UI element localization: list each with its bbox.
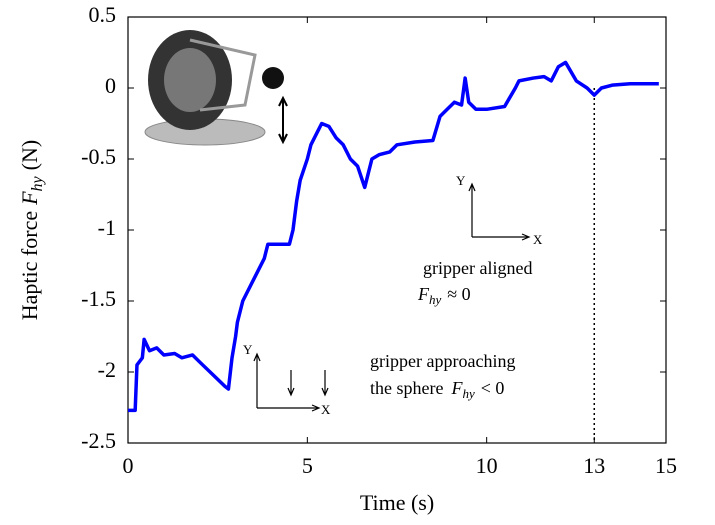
unit: (N): [17, 140, 42, 171]
x-tick-label: 5: [302, 453, 313, 478]
axis-glyph-label: Y: [243, 342, 253, 357]
y-label-text: Haptic force: [17, 211, 42, 320]
axis-glyph-label: X: [321, 402, 331, 417]
y-tick-label: -2: [98, 357, 116, 382]
y-axis-label: Haptic force Fhy (N): [17, 140, 46, 320]
subscript: hy: [462, 386, 475, 401]
data-line: [128, 60, 659, 413]
y-tick-label: -0.5: [81, 144, 116, 169]
x-tick-label: 10: [476, 453, 498, 478]
y-tick-label: -1.5: [81, 286, 116, 311]
y-tick-label: 0.5: [89, 2, 117, 27]
relation: ≈ 0: [447, 284, 470, 304]
relation: < 0: [481, 378, 505, 398]
x-tick-label: 13: [583, 453, 605, 478]
y-tick-label: 0: [105, 73, 116, 98]
symbol: F: [417, 284, 430, 304]
symbol: F: [450, 378, 463, 398]
annotation: gripper aligned: [423, 258, 532, 278]
y-tick-label: -1: [98, 215, 116, 240]
y-tick-label: -2.5: [81, 428, 116, 453]
axis-glyph-label: Y: [456, 173, 466, 188]
coord-glyphs: [253, 182, 531, 412]
device-image: [144, 30, 288, 146]
axis-glyph-label: X: [533, 232, 543, 247]
x-axis-label: Time (s): [360, 490, 434, 515]
subscript: hy: [429, 292, 442, 307]
subscript: hy: [29, 175, 46, 191]
symbol: F: [17, 191, 42, 206]
annotation: gripper approaching: [370, 351, 515, 371]
x-tick-label: 0: [123, 453, 134, 478]
annotation-text: the sphere: [370, 378, 443, 398]
annotation: the sphere Fhy < 0: [370, 378, 504, 401]
annotation: Fhy ≈ 0: [417, 284, 471, 307]
x-tick-label: 15: [655, 453, 677, 478]
